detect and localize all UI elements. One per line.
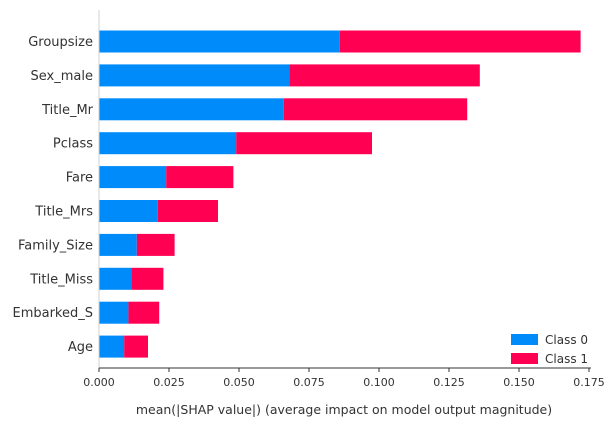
bar-family-size-class1 bbox=[136, 233, 175, 256]
x-axis-title: mean(|SHAP value|) (average impact on mo… bbox=[136, 402, 552, 417]
bar-fare-class0 bbox=[99, 166, 167, 189]
x-tick-label: 0.150 bbox=[503, 376, 535, 389]
category-label: Groupsize bbox=[28, 35, 93, 50]
bar-age-class0 bbox=[99, 335, 125, 358]
bar-sex-male-class1 bbox=[289, 64, 480, 87]
legend-swatch-class0 bbox=[511, 334, 538, 345]
x-tick-label: 0.100 bbox=[363, 376, 395, 389]
bar-title-mr-class0 bbox=[99, 98, 284, 121]
category-label: Family_Size bbox=[18, 238, 93, 253]
x-tick-label: 0.075 bbox=[293, 376, 325, 389]
category-label: Embarked_S bbox=[12, 306, 93, 321]
bar-family-size-class0 bbox=[99, 233, 137, 256]
category-label: Title_Mr bbox=[41, 103, 94, 118]
legend: Class 0 Class 1 bbox=[511, 333, 588, 366]
bar-age-class1 bbox=[124, 335, 148, 358]
category-labels: Groupsize Sex_male Title_Mr Pclass Fare Title… bbox=[12, 35, 93, 355]
bar-title-mr-class1 bbox=[283, 98, 468, 121]
legend-swatch-class1 bbox=[511, 353, 538, 364]
bar-sex-male-class0 bbox=[99, 64, 290, 87]
category-label: Age bbox=[68, 340, 93, 355]
bars-layer bbox=[99, 30, 581, 358]
bar-fare-class1 bbox=[166, 166, 234, 189]
bar-title-miss-class1 bbox=[131, 267, 164, 290]
category-label: Title_Mrs bbox=[34, 205, 93, 220]
bar-title-mrs-class0 bbox=[99, 200, 158, 222]
category-label: Pclass bbox=[53, 137, 93, 152]
x-tick-label: 0.050 bbox=[223, 376, 255, 389]
bar-pclass-class1 bbox=[236, 132, 372, 155]
x-tick-label: 0.025 bbox=[153, 376, 185, 389]
axes-layer: 0.000 0.025 0.050 0.075 0.100 0.125 0.150 0.175… bbox=[83, 10, 605, 417]
x-tick-label: 0.125 bbox=[433, 376, 465, 389]
category-label: Title_Miss bbox=[29, 272, 93, 287]
bar-embarked-s-class0 bbox=[99, 301, 129, 324]
x-tick-label: 0.000 bbox=[83, 376, 115, 389]
x-tick-label: 0.175 bbox=[573, 376, 605, 389]
category-label: Fare bbox=[66, 171, 93, 186]
bar-groupsize-class1 bbox=[339, 30, 581, 53]
bar-embarked-s-class1 bbox=[128, 301, 160, 324]
legend-label: Class 0 bbox=[545, 333, 588, 347]
bar-title-miss-class0 bbox=[99, 267, 132, 290]
bar-title-mrs-class1 bbox=[157, 200, 218, 222]
legend-label: Class 1 bbox=[545, 352, 588, 366]
category-label: Sex_male bbox=[31, 69, 93, 84]
bar-pclass-class0 bbox=[99, 132, 237, 155]
bar-groupsize-class0 bbox=[99, 30, 340, 53]
